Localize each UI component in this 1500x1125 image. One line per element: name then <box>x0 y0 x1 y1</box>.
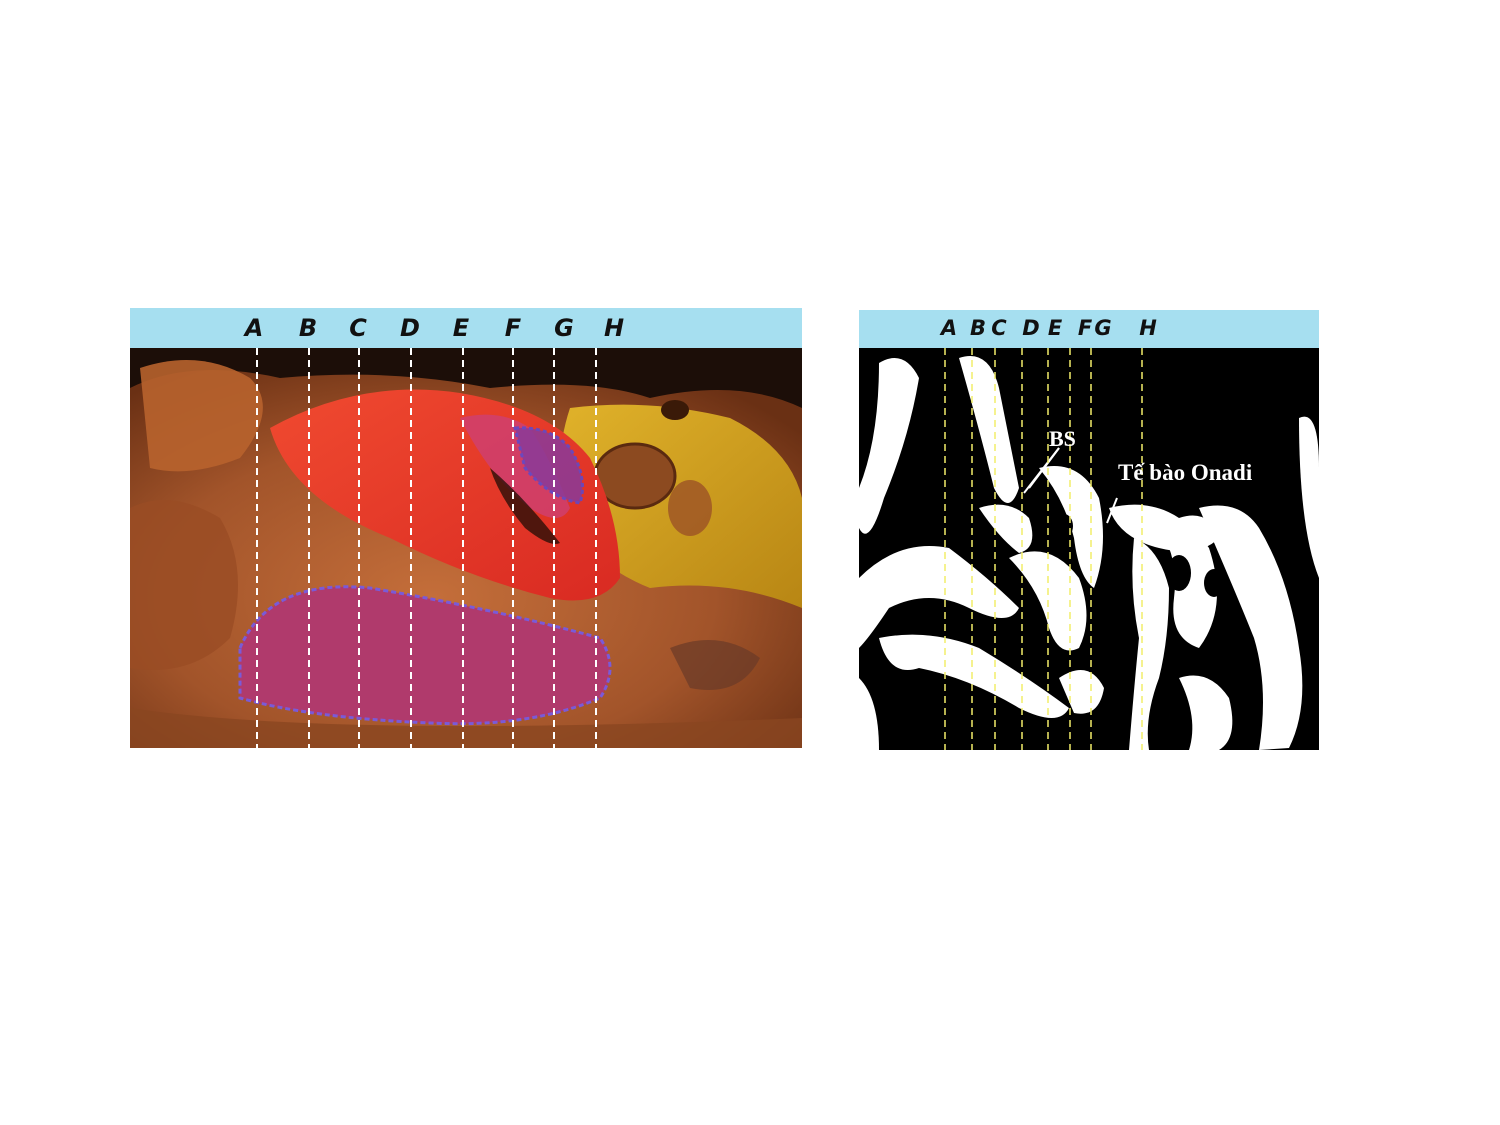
section-label-h: H <box>603 314 625 342</box>
section-label-d: D <box>1022 316 1040 340</box>
section-label-f: F <box>1077 316 1093 340</box>
section-label-c: C <box>349 314 367 342</box>
dissection-figure: A B C D E F G H <box>130 308 802 748</box>
annotation-onodi-cell: Tế bào Onadi <box>1118 460 1253 485</box>
section-label-e: E <box>452 314 470 342</box>
section-label-bar: A B C D E F G H <box>130 308 802 348</box>
section-label-f: F <box>504 314 522 342</box>
section-label-c: C <box>991 316 1007 340</box>
section-label-h: H <box>1139 316 1157 340</box>
ct-scan-image: BS Tế bào Onadi <box>859 348 1319 750</box>
section-label-d: D <box>400 314 420 342</box>
annotation-bs: BS <box>1049 426 1076 451</box>
section-label-b: B <box>969 316 987 340</box>
section-label-b: B <box>298 314 318 342</box>
section-label-e: E <box>1047 316 1063 340</box>
section-label-a: A <box>940 316 958 340</box>
section-label-bar: A B C D E F G H <box>859 310 1319 348</box>
ct-scan-figure: A B C D E F G H <box>859 310 1319 750</box>
section-label-g: G <box>1094 316 1112 340</box>
section-label-a: A <box>244 314 264 342</box>
section-label-g: G <box>554 314 574 342</box>
dissection-photo <box>130 348 802 748</box>
